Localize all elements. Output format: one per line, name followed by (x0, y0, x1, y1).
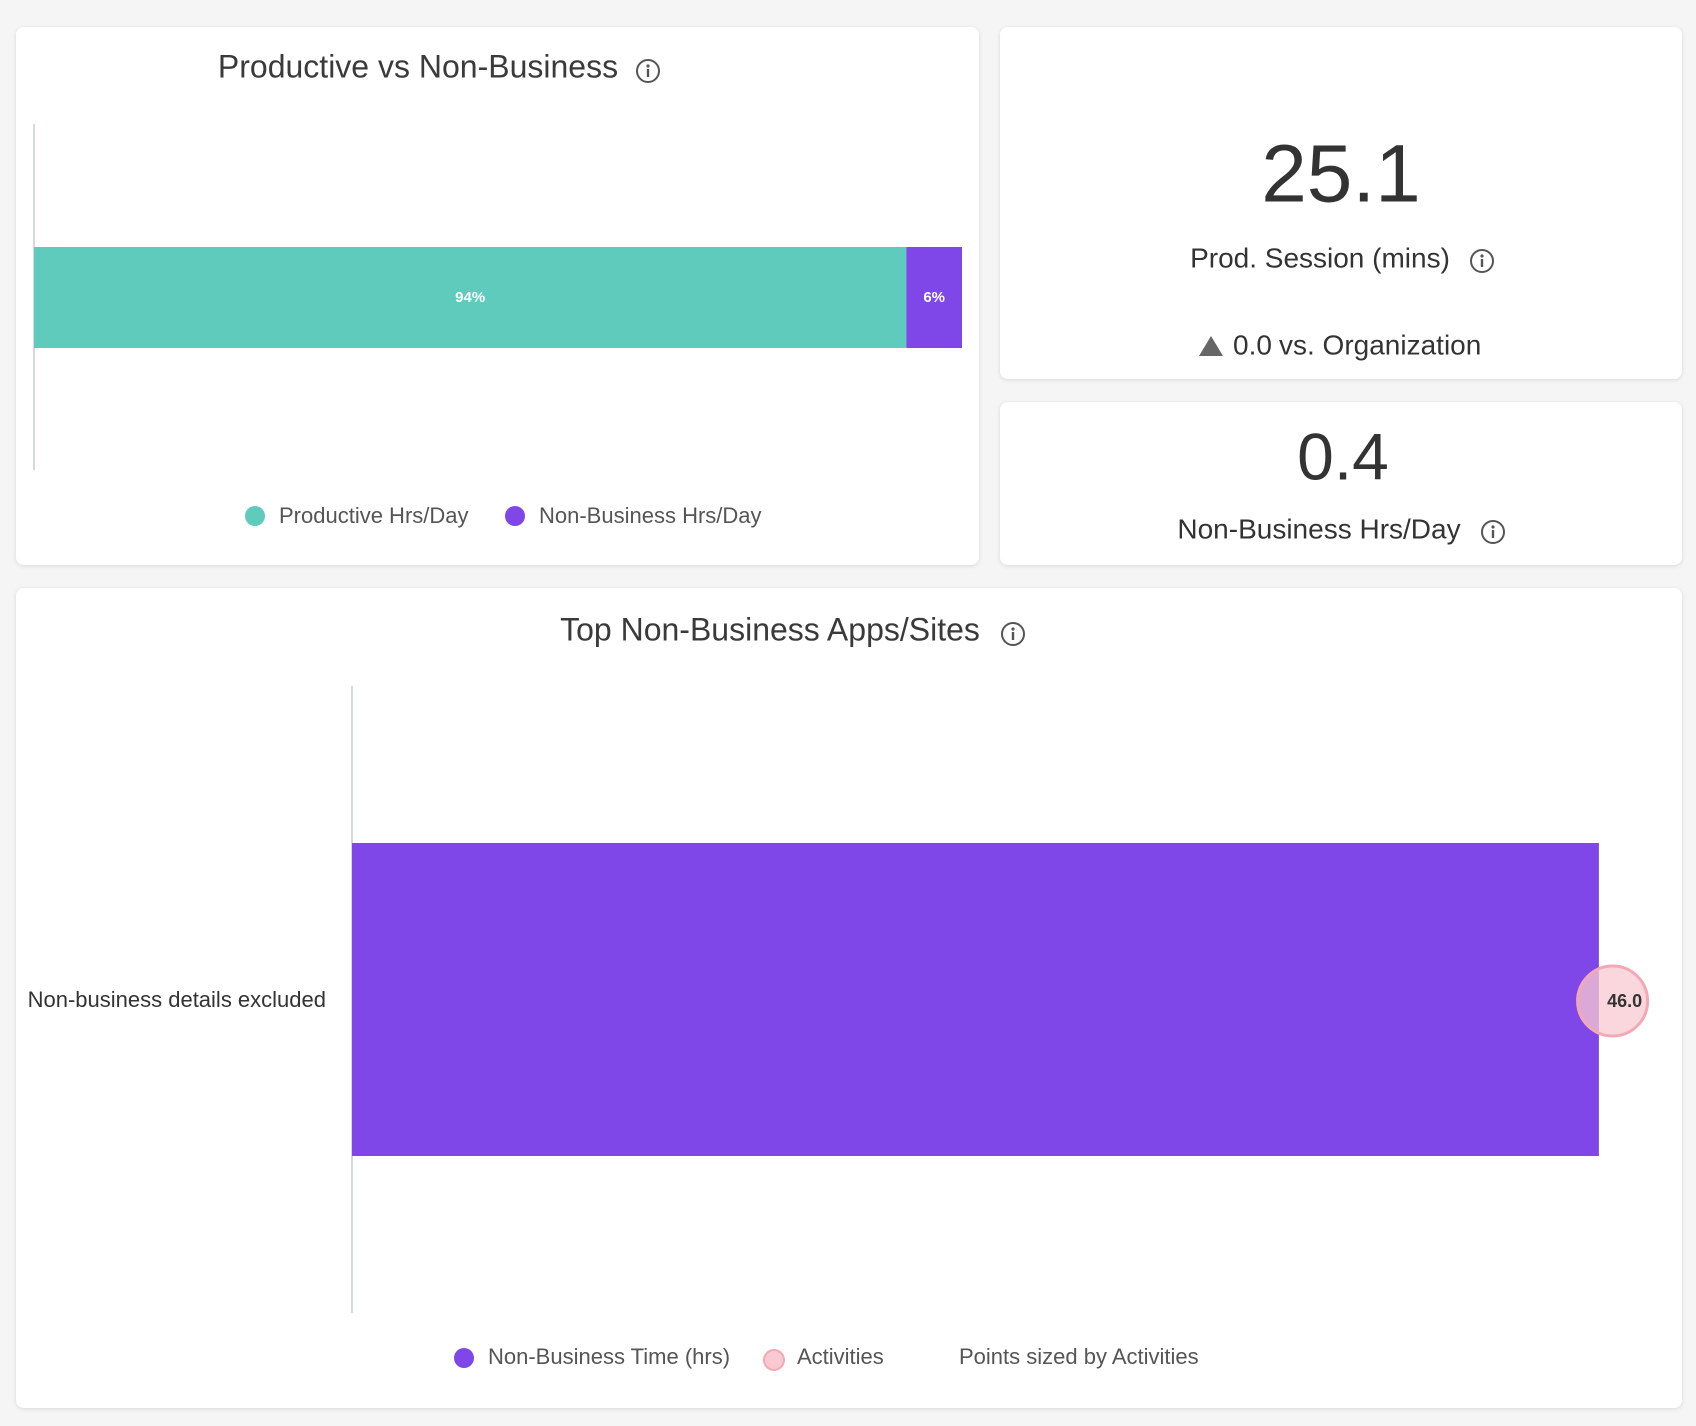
kpi-value: 0.4 (1297, 419, 1389, 493)
legend-swatch (763, 1349, 785, 1371)
kpi-delta-text: vs. Organization (1279, 329, 1481, 360)
legend-label: Non-Business Hrs/Day (539, 503, 762, 528)
delta-arrow (1199, 336, 1223, 356)
bar-segment (906, 247, 962, 348)
legend-swatch (454, 1348, 474, 1368)
kpi-delta: 0.0 (1233, 329, 1272, 360)
data-label: 6% (923, 289, 945, 306)
legend-label: Non-Business Time (hrs) (488, 1344, 730, 1369)
bar (352, 843, 1599, 1156)
legend-label: Productive Hrs/Day (279, 503, 469, 528)
kpi-value: 25.1 (1261, 129, 1421, 220)
kpi-label: Prod. Session (mins) (1190, 242, 1450, 273)
legend-label: Activities (797, 1344, 884, 1369)
legend-swatch (245, 506, 265, 526)
chart-title: Top Non-Business Apps/Sites (560, 611, 980, 647)
legend-note: Points sized by Activities (959, 1344, 1199, 1369)
chart-title: Productive vs Non-Business (218, 48, 618, 84)
bar-segment (34, 247, 907, 348)
data-label: 46.0 (1607, 991, 1642, 1011)
card (1000, 402, 1682, 565)
kpi-label: Non-Business Hrs/Day (1177, 513, 1460, 544)
legend-swatch (505, 506, 525, 526)
card (1000, 27, 1682, 379)
data-label: 94% (455, 289, 485, 306)
y-tick-label: Non-business details excluded (28, 987, 326, 1012)
bubble (1576, 964, 1650, 1038)
